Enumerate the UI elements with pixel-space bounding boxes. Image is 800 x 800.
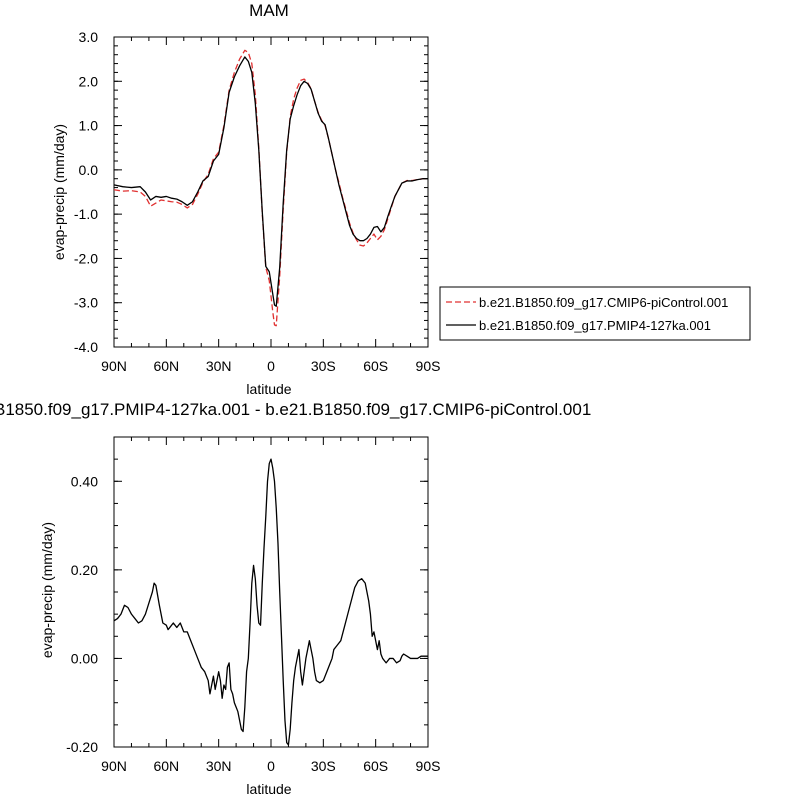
legend-label-127ka: b.e21.B1850.f09_g17.PMIP4-127ka.001: [479, 318, 711, 333]
legend-label-picontrol: b.e21.B1850.f09_g17.CMIP6-piControl.001: [479, 295, 728, 310]
top-y-tick-label: -2.0: [74, 250, 98, 266]
bottom-x-tick-label: 90N: [101, 758, 127, 774]
legend: b.e21.B1850.f09_g17.CMIP6-piControl.001 …: [439, 286, 751, 341]
bottom-x-axis-label: latitude: [246, 781, 291, 797]
top-series-line-0: [113, 49, 428, 327]
bottom-x-tick-label: 60S: [363, 758, 388, 774]
bottom-x-tick-label: 90S: [416, 758, 441, 774]
legend-box: [439, 286, 751, 341]
top-x-tick-label: 60S: [363, 358, 388, 374]
top-x-tick-label: 90N: [101, 358, 127, 374]
top-y-tick-label: 3.0: [79, 29, 99, 45]
bottom-chart: 90N 60N 30N 0 30S 60S 90S 0.40 0.20 0.00 -0.20: [66, 436, 441, 774]
bottom-x-tick-label: 0: [267, 758, 275, 774]
bottom-y-axis-label: evap-precip (mm/day): [39, 522, 55, 658]
top-chart-title: MAM: [249, 1, 289, 20]
top-y-tick-label: -1.0: [74, 206, 98, 222]
top-y-tick-label: 1.0: [79, 118, 99, 134]
top-y-tick-label: -4.0: [74, 339, 98, 355]
top-x-tick-label: 30S: [311, 358, 336, 374]
bottom-y-tick-label: 0.00: [71, 650, 98, 666]
top-y-tick-label: 2.0: [79, 73, 99, 89]
top-x-tick-label: 90S: [416, 358, 441, 374]
bottom-series-line-0: [113, 458, 428, 746]
bottom-x-tick-label: 60N: [153, 758, 179, 774]
top-y-tick-label: -3.0: [74, 295, 98, 311]
bottom-plot-frame: [113, 436, 429, 748]
bottom-y-tick-label: 0.40: [71, 473, 98, 489]
bottom-x-tick-label: 30S: [311, 758, 336, 774]
top-x-tick-label: 60N: [153, 358, 179, 374]
bottom-x-tick-label: 30N: [206, 758, 232, 774]
top-chart: 90N 60N 30N 0 30S 60S 90S 3.0 2.0 1.0 0.0 -1.0 -2.0 -…: [74, 29, 441, 374]
top-y-axis-label: evap-precip (mm/day): [51, 124, 67, 260]
bottom-y-tick-label: -0.20: [66, 739, 98, 755]
bottom-chart-title: b.e21.B1850.f09_g17.PMIP4-127ka.001 - b.…: [0, 400, 591, 419]
top-series-line-1: [113, 56, 428, 307]
top-y-tick-label: 0.0: [79, 162, 99, 178]
top-x-axis-label: latitude: [246, 381, 291, 397]
top-x-tick-label: 0: [267, 358, 275, 374]
bottom-y-tick-label: 0.20: [71, 562, 98, 578]
top-x-tick-label: 30N: [206, 358, 232, 374]
